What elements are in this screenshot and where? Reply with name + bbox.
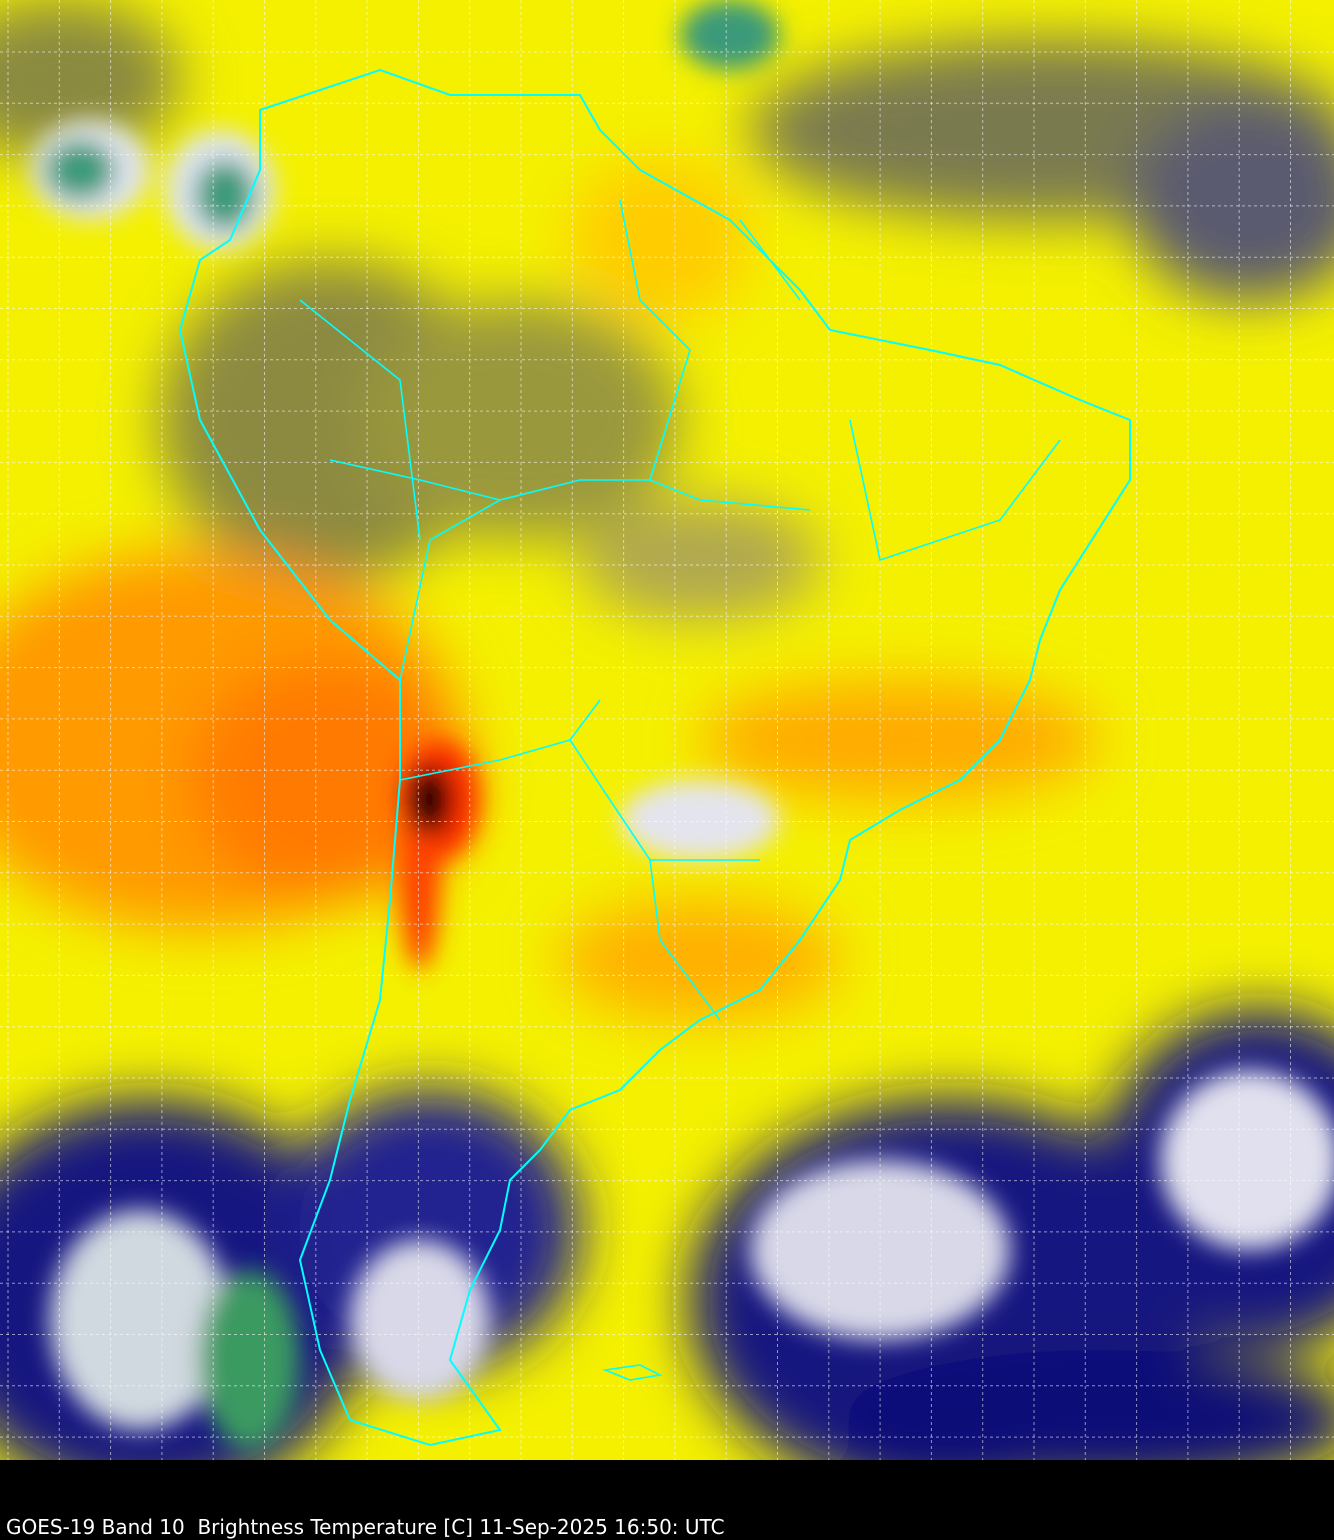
- country-borders: [299, 199, 1061, 1021]
- image-caption: GOES-19 Band 10 Brightness Temperature […: [6, 1515, 725, 1539]
- satellite-image: [0, 0, 1334, 1460]
- coastline: [178, 68, 1131, 1447]
- caption-bar: GOES-19 Band 10 Brightness Temperature […: [0, 1460, 1334, 1540]
- falkland-islands: [601, 1364, 663, 1381]
